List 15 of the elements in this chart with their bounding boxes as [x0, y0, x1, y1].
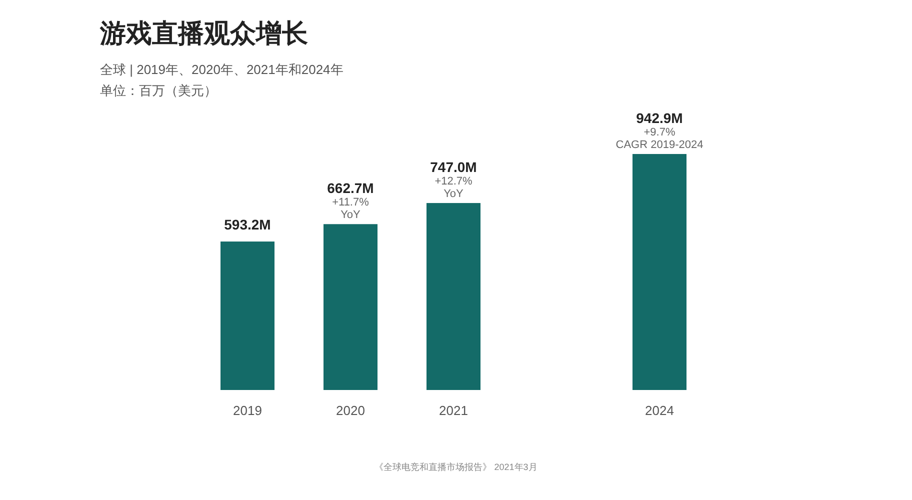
data-label: 942.9M: [636, 110, 683, 126]
data-label: 747.0M: [430, 158, 477, 175]
tick-label: 2021: [439, 403, 468, 418]
annotation: 《全球电竞和直播市场报告》 2021年3月: [374, 462, 538, 472]
data-label: 662.7M: [327, 180, 374, 196]
data-label: 593.2M: [224, 216, 271, 233]
annotation: +9.7% CAGR 2019-2024: [616, 126, 704, 152]
annotation: +12.7% YoY: [434, 175, 472, 200]
annotation: 单位：百万（美元）: [100, 83, 217, 98]
subtitle: 全球 | 2019年、2020年、2021年和2024年: [100, 62, 344, 77]
tick-label: 2019: [233, 403, 262, 418]
tick-label: 2024: [645, 403, 674, 418]
title: 游戏直播观众增长: [100, 18, 308, 48]
annotation: +11.7% YoY: [332, 196, 369, 222]
tick-label: 2020: [336, 403, 365, 418]
